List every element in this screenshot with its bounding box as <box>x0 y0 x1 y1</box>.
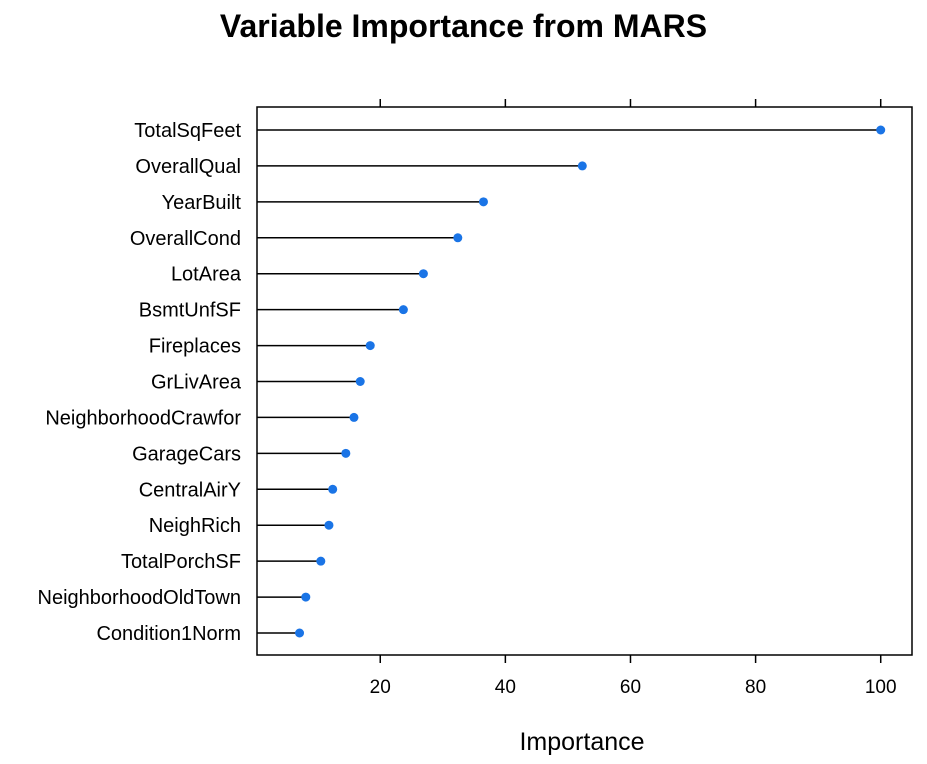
data-point <box>301 592 311 602</box>
data-point <box>577 161 587 171</box>
data-point <box>418 269 428 279</box>
x-axis: 20 40 60 80 100 <box>370 655 897 698</box>
data-point <box>355 377 365 386</box>
y-tick-label: GarageCars <box>132 443 241 465</box>
x-tick-label: 100 <box>865 677 897 698</box>
y-tick-label: TotalPorchSF <box>121 551 241 573</box>
y-tick-label: Fireplaces <box>149 336 241 358</box>
data-point <box>876 125 886 135</box>
data-point <box>295 628 305 638</box>
data-point <box>453 233 463 243</box>
x-tick-label: 80 <box>745 677 766 698</box>
y-tick-label: LotArea <box>171 264 242 286</box>
data-point <box>328 484 338 494</box>
data-marks <box>257 125 886 638</box>
data-point <box>316 556 326 566</box>
data-point <box>341 448 351 458</box>
y-tick-label: BsmtUnfSF <box>139 300 241 322</box>
data-point <box>478 197 488 207</box>
y-tick-label: NeighborhoodCrawfor <box>45 407 241 429</box>
y-tick-label: OverallQual <box>135 156 241 178</box>
y-tick-label: OverallCond <box>130 228 241 250</box>
y-tick-label: TotalSqFeet <box>134 120 241 142</box>
y-tick-label: YearBuilt <box>162 192 242 214</box>
data-point <box>398 305 408 315</box>
y-tick-label: Condition1Norm <box>96 623 241 645</box>
y-tick-label: NeighborhoodOldTown <box>38 587 241 609</box>
data-point <box>324 520 334 530</box>
y-axis-labels: TotalSqFeet OverallQual YearBuilt OverallCo… <box>38 120 242 645</box>
x-tick-label: 40 <box>495 677 516 698</box>
y-tick-label: NeighRich <box>149 515 241 537</box>
x-tick-label: 60 <box>620 677 641 698</box>
y-tick-label: GrLivArea <box>151 372 242 394</box>
data-point <box>349 412 359 422</box>
top-axis <box>379 99 882 107</box>
x-tick-label: 20 <box>370 677 391 698</box>
y-tick-label: CentralAirY <box>139 479 241 501</box>
data-point <box>365 341 375 351</box>
x-axis-label: Importance <box>519 728 644 756</box>
chart-title: Variable Importance from MARS <box>219 8 708 44</box>
